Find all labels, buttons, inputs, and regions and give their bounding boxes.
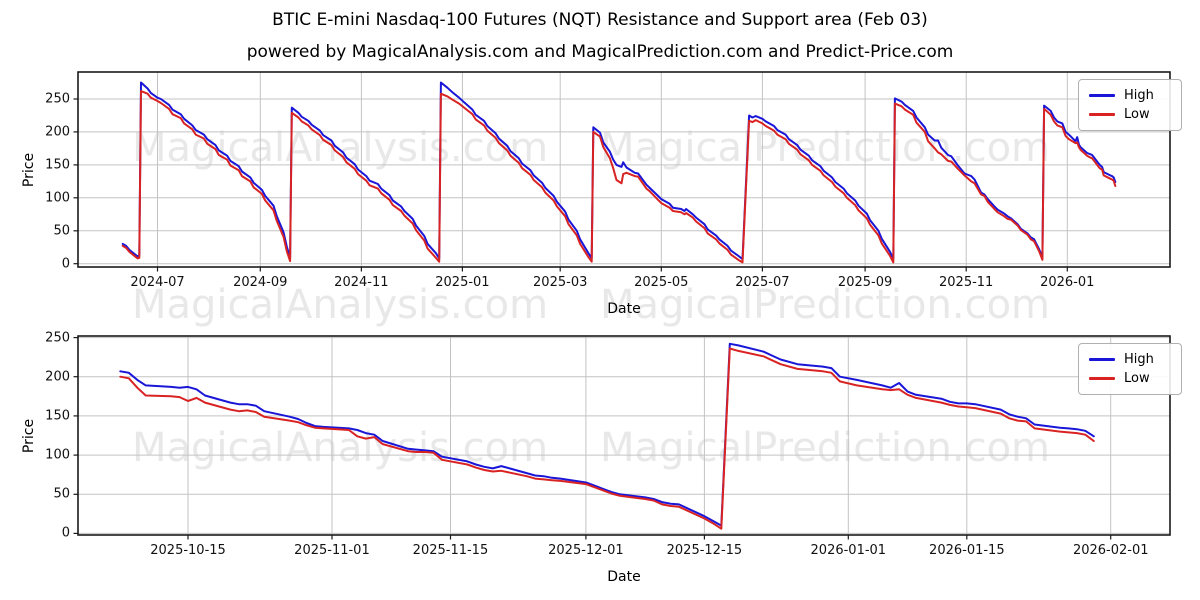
x-tick-label: 2025-09 bbox=[837, 275, 893, 290]
y-tick-label: 200 bbox=[45, 124, 70, 140]
plot-area-bottom bbox=[73, 335, 1171, 540]
y-tick-label: 50 bbox=[53, 223, 70, 239]
x-axis-label-top: Date bbox=[607, 301, 641, 317]
x-tick-label: 2025-12-01 bbox=[548, 543, 624, 558]
x-axis-label-bottom: Date bbox=[607, 569, 641, 585]
y-tick-label: 250 bbox=[45, 91, 70, 107]
high-line-swatch bbox=[1089, 358, 1115, 361]
chart-title: BTIC E-mini Nasdaq-100 Futures (NQT) Res… bbox=[272, 10, 928, 30]
legend-entry-low: Low bbox=[1089, 369, 1173, 388]
x-tick-label: 2025-07 bbox=[735, 275, 790, 290]
y-tick-label: 150 bbox=[45, 157, 70, 173]
x-tick-label: 2024-07 bbox=[130, 275, 185, 290]
x-tick-label: 2025-05 bbox=[634, 275, 689, 290]
legend-label-high: High bbox=[1124, 88, 1154, 103]
series-line-low bbox=[119, 347, 1095, 530]
legend-label-low: Low bbox=[1124, 371, 1150, 386]
watermark-text: MagicalPrediction.com bbox=[600, 282, 1050, 328]
y-tick-label: 150 bbox=[45, 408, 70, 424]
plot-frame bbox=[77, 71, 1171, 268]
x-tick-label: 2025-11 bbox=[939, 275, 994, 290]
x-tick-label: 2026-01-01 bbox=[810, 543, 887, 558]
x-tick-label: 2025-01 bbox=[435, 275, 490, 290]
x-tick-label: 2026-02-01 bbox=[1072, 543, 1149, 558]
x-tick-label: 2026-01 bbox=[1040, 275, 1095, 290]
high-line-swatch bbox=[1089, 94, 1115, 97]
plot-frame bbox=[77, 335, 1171, 536]
x-tick-label: 2025-03 bbox=[533, 275, 588, 290]
legend-entry-high: High bbox=[1089, 350, 1173, 369]
watermark-text: MagicalPrediction.com bbox=[600, 425, 1050, 471]
watermark-text: MagicalAnalysis.com bbox=[131, 282, 549, 328]
x-tick-label: 2024-11 bbox=[334, 275, 389, 290]
series-line-high bbox=[119, 342, 1095, 527]
y-tick-label: 50 bbox=[53, 486, 70, 502]
chart-subtitle: powered by MagicalAnalysis.com and Magic… bbox=[246, 42, 954, 62]
x-tick-label: 2025-11-15 bbox=[412, 543, 489, 558]
legend-entry-low: Low bbox=[1089, 105, 1173, 124]
series-line-low bbox=[121, 90, 1117, 264]
legend-top: High Low bbox=[1078, 79, 1182, 131]
low-line-swatch bbox=[1089, 377, 1115, 380]
x-tick-label: 2024-09 bbox=[233, 275, 288, 290]
watermark-text: MagicalPrediction.com bbox=[600, 125, 1050, 171]
y-tick-label: 250 bbox=[45, 330, 70, 346]
y-tick-label: 0 bbox=[61, 256, 70, 272]
y-tick-label: 0 bbox=[61, 525, 70, 541]
y-tick-label: 100 bbox=[45, 447, 70, 463]
legend-entry-high: High bbox=[1089, 86, 1173, 105]
legend-label-high: High bbox=[1124, 352, 1154, 367]
x-tick-label: 2025-11-01 bbox=[294, 543, 370, 558]
x-tick-label: 2025-12-15 bbox=[666, 543, 743, 558]
legend-label-low: Low bbox=[1124, 107, 1150, 122]
low-line-swatch bbox=[1089, 113, 1115, 116]
plot-area-top bbox=[73, 71, 1171, 272]
y-tick-label: 200 bbox=[45, 369, 70, 385]
x-tick-label: 2026-01-15 bbox=[929, 543, 1005, 558]
watermark-text: MagicalAnalysis.com bbox=[131, 425, 549, 471]
x-tick-label: 2025-10-15 bbox=[150, 543, 226, 558]
legend-bottom: High Low bbox=[1078, 343, 1182, 395]
y-tick-label: 100 bbox=[45, 190, 70, 206]
